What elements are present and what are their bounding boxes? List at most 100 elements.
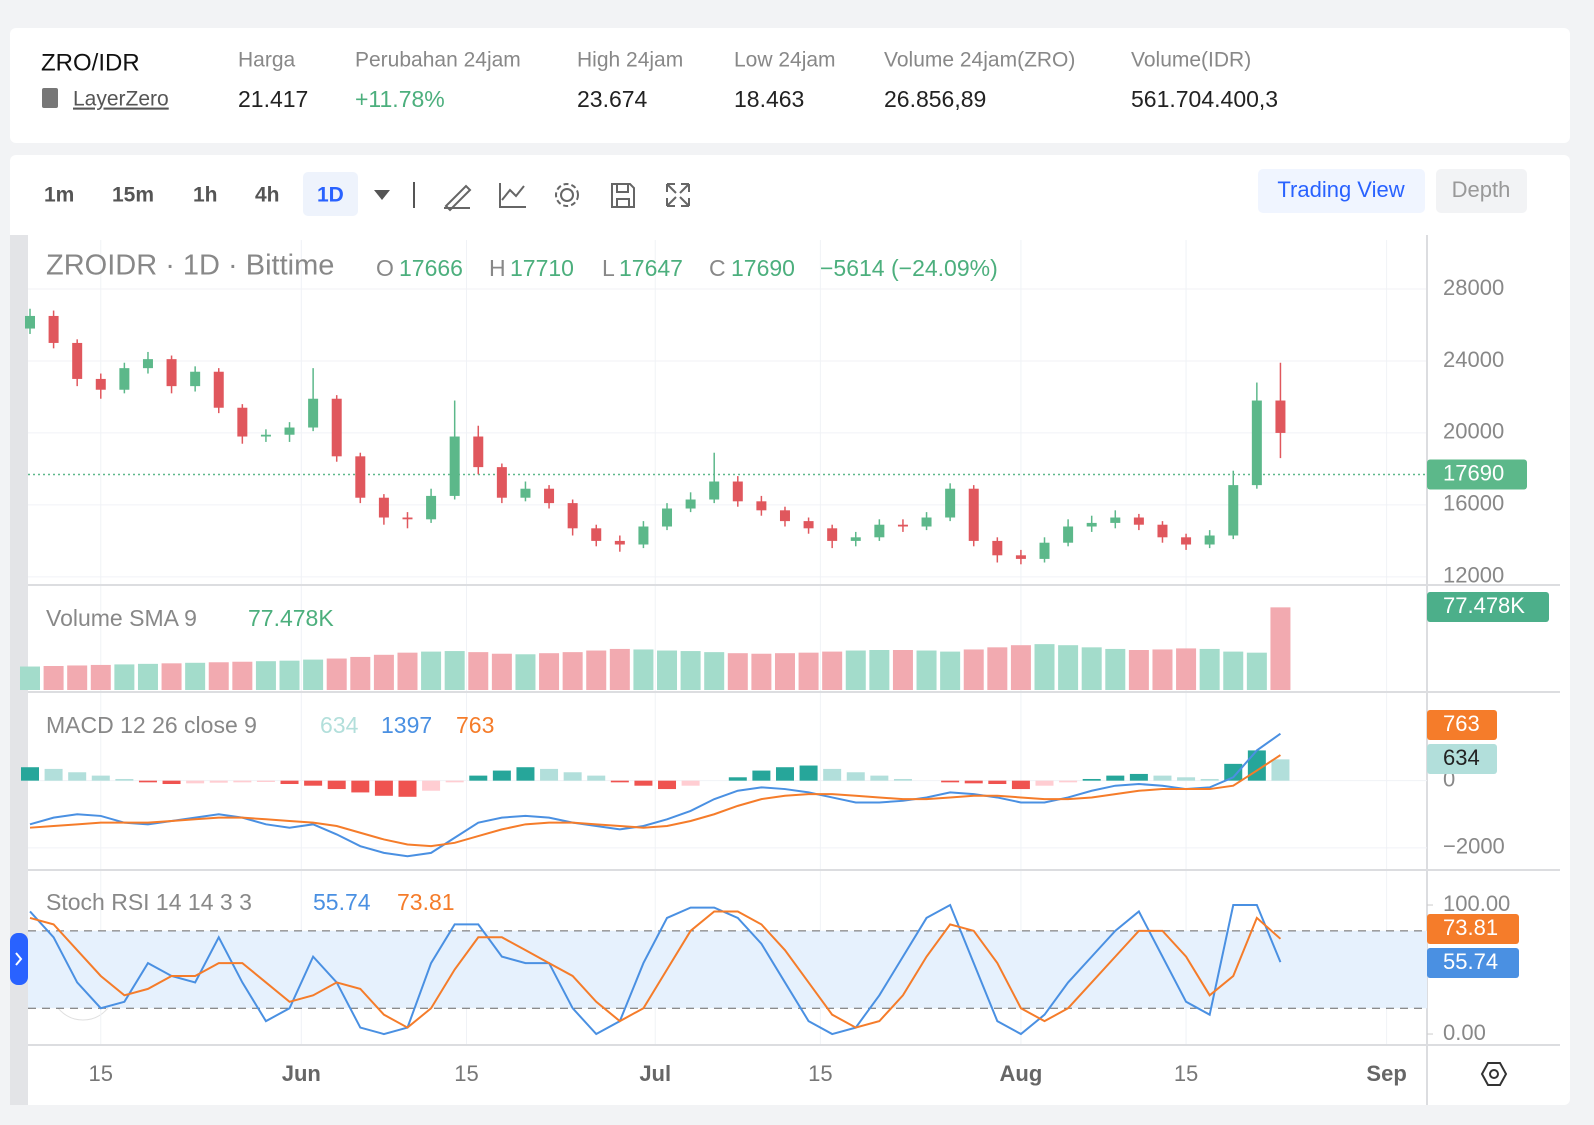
interval-button[interactable]: 15m [112,184,154,207]
macd-histogram-bar [775,767,794,781]
ohlc-change: −5614 (−24.09%) [820,255,998,281]
volume-bar [1176,648,1197,690]
volume-bar [539,653,560,690]
volume-bar [1105,648,1126,690]
stat-value: 26.856,89 [884,86,986,112]
volume-bar [1152,649,1173,690]
macd-histogram-bar [728,777,747,781]
macd-histogram-bar [658,780,677,790]
stat-value: 23.674 [577,86,648,112]
stat-label: Low 24jam [734,49,836,72]
volume-bar [397,652,418,690]
candle-body [1039,542,1050,559]
header-card [10,28,1570,143]
macd-histogram-bar [846,772,865,781]
x-tick-label: 15 [454,1061,478,1086]
candle-body [72,342,83,379]
settings-icon[interactable] [1480,1062,1508,1086]
candle-body [614,540,625,545]
side-tab[interactable] [10,933,28,985]
candle-body [567,503,578,529]
candle-body [1157,524,1168,538]
macd-histogram-bar [233,780,252,783]
candle-body [190,371,201,387]
y-tick-label: 100.00 [1443,891,1510,916]
macd-histogram-bar [186,780,205,784]
macd-histogram-bar [752,770,771,781]
view-tab[interactable]: Trading View [1277,177,1404,202]
volume-bar [326,658,347,690]
candle-body [308,398,319,428]
candle-body [1133,517,1144,525]
macd-histogram-bar [799,765,818,781]
last-price-tag-bg [1427,459,1527,490]
macd-histogram-bar [1059,780,1078,783]
volume-bar [1199,648,1220,690]
volume-bar [208,662,229,690]
last-price-tag: 17690 [1443,460,1504,485]
stat-value: 561.704.400,3 [1131,86,1278,112]
ohlc-value: 17690 [731,255,795,281]
candle-body [260,434,271,437]
tool-icons[interactable] [444,183,690,212]
macd-histogram-bar [492,770,511,781]
asset-link[interactable]: LayerZero [73,88,169,111]
macd-histogram-bar [610,780,629,783]
candle-body [1251,400,1262,486]
macd-histogram-bar [587,775,606,781]
stoch-d-tag: 73.81 [1443,915,1498,940]
candle-body [544,488,555,504]
volume-bar [774,653,795,690]
x-tick-label: Jul [639,1061,671,1086]
macd-histogram-bar [209,780,228,783]
candle-body [426,495,437,520]
candle-body [119,368,130,390]
macd-histogram-bar [941,780,960,783]
volume-bar [90,664,111,690]
chart-title: ZROIDR · 1D · Bittime [46,250,334,282]
stat-label: High 24jam [577,49,683,72]
candle-body [402,517,413,520]
candle-body [897,524,908,527]
y-tick-label: 16000 [1443,491,1504,516]
stat-value: 21.417 [238,86,308,112]
stat-value: 18.463 [734,86,804,112]
candle-body [355,456,366,498]
x-tick-label: Aug [1000,1061,1043,1086]
dropdown-arrow[interactable] [374,190,390,200]
candle-body [874,524,885,538]
volume-bar [185,662,206,690]
y-tick-label: 0.00 [1443,1020,1486,1045]
volume-bar [303,659,324,690]
interval-button[interactable]: 1h [193,184,218,207]
macd-histogram-bar [115,778,134,781]
volume-bar [444,651,465,690]
x-tick-label: Jun [282,1061,321,1086]
candle-body [968,488,979,541]
left-strip [10,235,28,1105]
stoch-k-line [29,903,1282,1036]
candle-body [591,528,602,541]
volume-bar [869,650,890,690]
ohlc-label: C [709,255,726,281]
volume-bar [704,652,725,690]
volume-bar [468,652,489,690]
volume-bar [279,660,300,690]
interval-button[interactable]: 4h [255,184,280,207]
volume-bar [1081,647,1102,690]
volume-bar [916,650,937,690]
macd-histogram-bar [256,780,275,783]
candle-body [803,521,814,529]
y-tick-label: −2000 [1443,834,1505,859]
candle-body [921,517,932,527]
volume-bar [421,651,442,690]
view-tab[interactable]: Depth [1452,177,1511,202]
interval-button[interactable]: 1D [317,184,344,207]
macd-histogram-bar [634,780,653,786]
volume-bar [586,650,607,690]
volume-bar [822,651,843,690]
candle-body [1015,555,1026,559]
interval-button[interactable]: 1m [44,184,74,207]
